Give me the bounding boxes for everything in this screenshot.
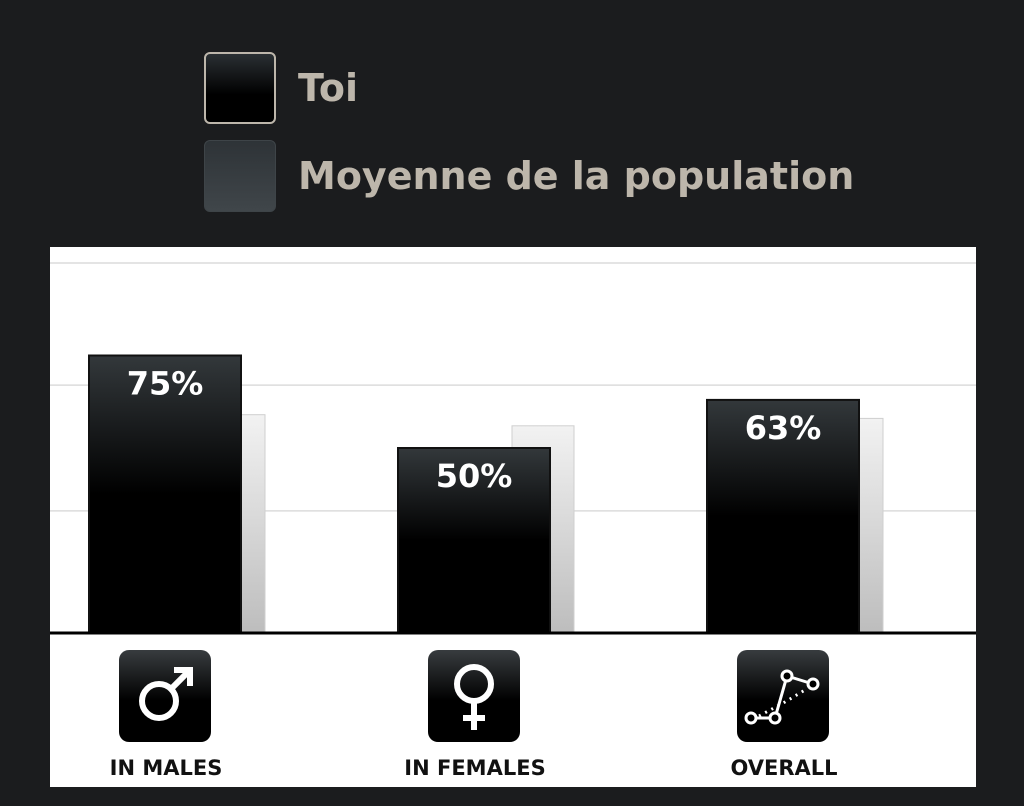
bar-you-1 [397, 447, 551, 634]
chart-legend: Toi Moyenne de la population [204, 50, 854, 226]
category-label-females: IN FEMALES [404, 756, 546, 780]
legend-label-average: Moyenne de la population [298, 154, 855, 198]
legend-item-you: Toi [204, 50, 854, 126]
category-label-overall: OVERALL [730, 756, 838, 780]
female-symbol-icon [428, 650, 520, 742]
bar-you-0 [88, 354, 242, 634]
bar-you-2 [706, 398, 860, 634]
data-label-you-0: 75% [127, 365, 204, 403]
male-symbol-icon [119, 650, 211, 742]
line-chart-icon [737, 650, 829, 742]
data-label-you-2: 63% [745, 409, 822, 447]
legend-swatch-average [204, 140, 276, 212]
legend-swatch-you [204, 52, 276, 124]
chart-panel: 75% 50% 63% IN MALES IN FEMALES OVERALL [50, 247, 976, 787]
bar-chart: 75% 50% 63% [50, 262, 976, 635]
data-label-you-1: 50% [436, 457, 513, 495]
legend-item-average: Moyenne de la population [204, 138, 854, 214]
category-label-males: IN MALES [109, 756, 223, 780]
legend-label-you: Toi [298, 66, 359, 110]
